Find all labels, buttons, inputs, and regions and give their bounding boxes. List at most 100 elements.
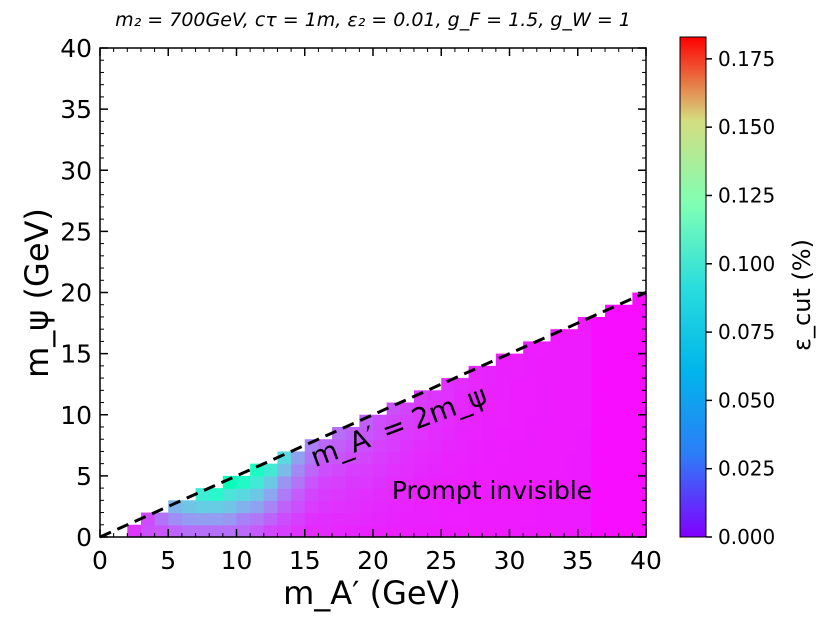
heatmap-cell — [441, 512, 456, 526]
colorbar-tick-label: 0.025 — [718, 457, 775, 481]
heatmap-cell — [468, 378, 483, 391]
heatmap-cell — [332, 439, 347, 453]
colorbar-tick-label: 0.125 — [718, 183, 775, 207]
heatmap-cell — [332, 524, 347, 538]
y-tick-label: 25 — [60, 217, 92, 246]
heatmap-cell — [400, 451, 415, 465]
heatmap-cell — [386, 500, 401, 514]
heatmap-cell — [413, 463, 429, 477]
heatmap-cell — [577, 414, 592, 428]
heatmap-cell — [291, 488, 306, 501]
heatmap-cell — [605, 475, 620, 489]
heatmap-cell — [618, 365, 633, 379]
heatmap-cell — [277, 475, 292, 489]
heatmap-cell — [277, 500, 292, 514]
heatmap-cell — [591, 341, 606, 355]
heatmap-cell — [523, 341, 538, 355]
heatmap-cell — [468, 390, 483, 404]
heatmap-cell — [181, 512, 197, 526]
heatmap-cell — [454, 402, 470, 416]
heatmap-cell — [605, 341, 620, 355]
heatmap-cell — [263, 524, 279, 538]
heatmap-cell — [523, 475, 538, 489]
heatmap-cell — [413, 488, 429, 501]
heatmap-cell — [250, 488, 265, 501]
heatmap-cell — [618, 512, 633, 526]
y-tick-label: 35 — [60, 95, 92, 124]
heatmap-cell — [523, 524, 538, 538]
heatmap-cell — [441, 390, 456, 404]
y-axis-label: m_ψ (GeV) — [18, 208, 56, 378]
heatmap-cell — [168, 512, 183, 526]
heatmap-cell — [523, 378, 538, 391]
heatmap-cell — [359, 488, 374, 501]
heatmap-cell — [495, 524, 511, 538]
heatmap-cell — [632, 353, 647, 367]
heatmap-cell — [263, 463, 279, 477]
heatmap-cell — [523, 451, 538, 465]
heatmap-cell — [291, 451, 306, 465]
heatmap-cell — [345, 512, 360, 526]
heatmap-cell — [427, 426, 442, 440]
heatmap-cell — [482, 365, 497, 379]
heatmap-cell — [304, 475, 319, 489]
heatmap-cell — [222, 500, 238, 514]
heatmap-cell — [427, 451, 442, 465]
heatmap-cell — [536, 512, 552, 526]
heatmap-cell — [564, 426, 579, 440]
heatmap-cell — [441, 439, 456, 453]
heatmap-cell — [468, 439, 483, 453]
heatmap-cell — [618, 524, 633, 538]
heatmap-cell — [291, 475, 306, 489]
heatmap-cell — [291, 463, 306, 477]
heatmap-cell — [413, 439, 429, 453]
heatmap-cell — [550, 414, 565, 428]
heatmap-cell — [605, 524, 620, 538]
heatmap-cell — [127, 524, 142, 538]
heatmap-cell — [454, 439, 470, 453]
heatmap-cell — [536, 426, 552, 440]
heatmap-cell — [318, 488, 333, 501]
heatmap-cell — [427, 524, 442, 538]
heatmap-cell — [454, 390, 470, 404]
heatmap-cell — [181, 500, 197, 514]
heatmap-cell — [318, 512, 333, 526]
heatmap-cell — [550, 365, 565, 379]
heatmap-cell — [386, 414, 401, 428]
heatmap-cell — [441, 488, 456, 501]
y-tick-label: 30 — [60, 156, 92, 185]
heatmap-cell — [605, 353, 620, 367]
heatmap-cell — [345, 488, 360, 501]
heatmap-cell — [509, 365, 524, 379]
heatmap-cell — [536, 402, 552, 416]
heatmap-cell — [154, 512, 169, 526]
heatmap-cell — [509, 488, 524, 501]
heatmap-cell — [591, 488, 606, 501]
heatmap-cell — [236, 488, 251, 501]
heatmap-cell — [564, 524, 579, 538]
heatmap-cell — [536, 341, 552, 355]
y-tick-label: 15 — [60, 340, 92, 369]
heatmap-cell — [605, 378, 620, 391]
heatmap-cell — [277, 524, 292, 538]
heatmap-cell — [318, 451, 333, 465]
heatmap-cell — [605, 329, 620, 342]
heatmap-cell — [509, 463, 524, 477]
heatmap-cell — [373, 524, 388, 538]
heatmap-cell — [222, 512, 238, 526]
heatmap-cell — [400, 512, 415, 526]
heatmap-cell — [523, 488, 538, 501]
heatmap-cell — [482, 402, 497, 416]
heatmap-cell — [550, 353, 565, 367]
heatmap-cell — [400, 500, 415, 514]
heatmap-cell — [304, 463, 319, 477]
heatmap-cell — [509, 512, 524, 526]
heatmap-cell — [591, 451, 606, 465]
heatmap-cell — [577, 463, 592, 477]
heatmap-cell — [536, 463, 552, 477]
colorbar-label: ε_cut (%) — [788, 239, 816, 351]
heatmap-cell — [332, 475, 347, 489]
heatmap-cell — [509, 353, 524, 367]
heatmap-cell — [373, 463, 388, 477]
heatmap-cell — [632, 390, 647, 404]
